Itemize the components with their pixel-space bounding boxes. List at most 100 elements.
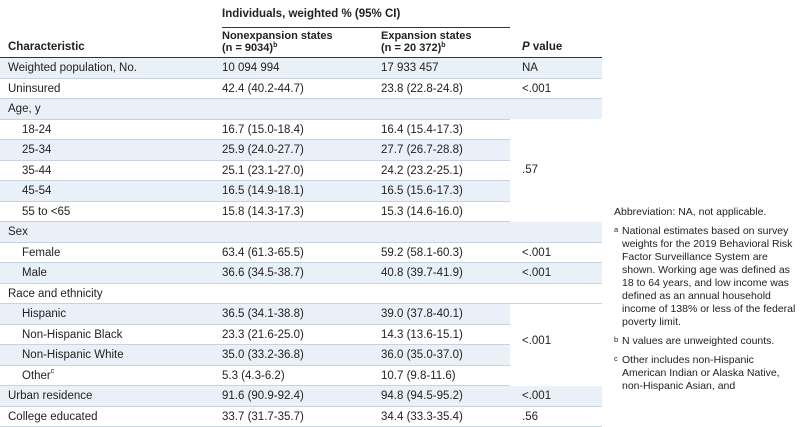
header-expansion: Expansion states (n = 20 372)b <box>381 30 471 54</box>
row-label: Sex <box>8 226 28 238</box>
p-value: <.001 <box>522 83 551 95</box>
footnote-c-text: Other includes non-Hispanic American Ind… <box>622 354 780 392</box>
table-row: Race and ethnicity <box>0 284 602 305</box>
row-label: Urban residence <box>8 390 92 402</box>
row-label: 18-24 <box>22 124 51 136</box>
expansion-value: 34.4 (33.3-35.4) <box>381 411 463 423</box>
nonexpansion-value: 42.4 (40.2-44.7) <box>222 83 304 95</box>
row-label-text: Uninsured <box>8 83 60 95</box>
expansion-value: 15.3 (14.6-16.0) <box>381 206 463 218</box>
row-label-text: Sex <box>8 226 28 238</box>
expansion-value: 27.7 (26.7-28.8) <box>381 144 463 156</box>
p-value: <.001 <box>522 247 551 259</box>
header-span-rule <box>222 27 510 28</box>
nonexpansion-value: 16.5 (14.9-18.1) <box>222 185 304 197</box>
nonexpansion-value: 25.9 (24.0-27.7) <box>222 144 304 156</box>
p-value: <.001 <box>522 267 551 279</box>
nonexpansion-value: 25.1 (23.1-27.0) <box>222 165 304 177</box>
expansion-value: 17 933 457 <box>381 62 439 74</box>
expansion-value: 14.3 (13.6-15.1) <box>381 329 463 341</box>
header-nonexpansion-line2: (n = 9034)b <box>222 42 333 54</box>
row-label-text: Non-Hispanic Black <box>22 329 122 341</box>
table-row: Age, y <box>0 99 602 120</box>
abbreviation-note: Abbreviation: NA, not applicable. <box>614 206 796 219</box>
nonexpansion-value: 5.3 (4.3-6.2) <box>222 370 285 382</box>
row-label: Non-Hispanic Black <box>22 329 122 341</box>
row-label: Hispanic <box>22 308 66 320</box>
row-label: Uninsured <box>8 83 60 95</box>
age-p-value: .57 <box>522 164 538 176</box>
row-label-text: Non-Hispanic White <box>22 349 124 361</box>
row-label: Weighted population, No. <box>8 62 137 74</box>
row-label-text: 45-54 <box>22 185 51 197</box>
header-p-italic: P <box>522 41 530 53</box>
row-label-text: Age, y <box>8 103 41 115</box>
p-value: .56 <box>522 411 538 423</box>
row-label-text: Other <box>22 370 51 382</box>
nonexpansion-value: 33.7 (31.7-35.7) <box>222 411 304 423</box>
table-row: Female 63.4 (61.3-65.5) 59.2 (58.1-60.3) <.… <box>0 243 602 264</box>
expansion-value: 59.2 (58.1-60.3) <box>381 247 463 259</box>
column-group-header: Individuals, weighted % (95% CI) <box>222 8 400 20</box>
footnote-a-text: National estimates based on survey weigh… <box>622 225 795 328</box>
row-label: 25-34 <box>22 144 51 156</box>
footnote-c-marker: c <box>614 352 618 365</box>
nonexpansion-value: 36.6 (34.5-38.7) <box>222 267 304 279</box>
expansion-value: 40.8 (39.7-41.9) <box>381 267 463 279</box>
row-label: Otherc <box>22 370 54 382</box>
nonexpansion-value: 91.6 (90.9-92.4) <box>222 390 304 402</box>
footnote-b-marker: b <box>614 333 618 346</box>
row-label: College educated <box>8 411 98 423</box>
race-p-value: <.001 <box>522 335 551 347</box>
expansion-value: 94.8 (94.5-95.2) <box>381 390 463 402</box>
row-label: 45-54 <box>22 185 51 197</box>
row-label-text: College educated <box>8 411 98 423</box>
row-label-text: 18-24 <box>22 124 51 136</box>
footnote-b: b N values are unweighted counts. <box>614 335 796 348</box>
table-row: College educated 33.7 (31.7-35.7) 34.4 (33… <box>0 407 602 427</box>
expansion-value: 39.0 (37.8-40.1) <box>381 308 463 320</box>
header-p-value: P value <box>522 41 562 53</box>
header-characteristic: Characteristic <box>8 41 85 53</box>
row-label: Non-Hispanic White <box>22 349 124 361</box>
row-label-text: Female <box>22 247 60 259</box>
header-expansion-n: (n = 20 372) <box>381 42 441 54</box>
nonexpansion-value: 16.7 (15.0-18.4) <box>222 124 304 136</box>
footnote-c: c Other includes non-Hispanic American In… <box>614 354 796 393</box>
nonexpansion-value: 63.4 (61.3-65.5) <box>222 247 304 259</box>
footnote-b-text: N values are unweighted counts. <box>622 335 774 347</box>
footnote-ref: b <box>273 42 277 49</box>
row-label: Race and ethnicity <box>8 288 103 300</box>
expansion-value: 16.4 (15.4-17.3) <box>381 124 463 136</box>
row-label: Age, y <box>8 103 41 115</box>
table-row: Sex <box>0 222 602 243</box>
row-label-text: 25-34 <box>22 144 51 156</box>
expansion-value: 16.5 (15.6-17.3) <box>381 185 463 197</box>
row-label-text: Race and ethnicity <box>8 288 103 300</box>
row-label: Female <box>22 247 60 259</box>
row-label-text: 35-44 <box>22 165 51 177</box>
header-nonexpansion-line1: Nonexpansion states <box>222 30 333 42</box>
row-label-text: Male <box>22 267 47 279</box>
row-label-text: Urban residence <box>8 390 92 402</box>
expansion-value: 36.0 (35.0-37.0) <box>381 349 463 361</box>
p-value: <.001 <box>522 390 551 402</box>
table-row: Male 36.6 (34.5-38.7) 40.8 (39.7-41.9) <.00… <box>0 263 602 284</box>
row-label: 35-44 <box>22 165 51 177</box>
table-row: Urban residence 91.6 (90.9-92.4) 94.8 (94.… <box>0 386 602 407</box>
nonexpansion-value: 15.8 (14.3-17.3) <box>222 206 304 218</box>
expansion-value: 23.8 (22.8-24.8) <box>381 83 463 95</box>
expansion-value: 10.7 (9.8-11.6) <box>381 370 456 382</box>
header-expansion-line1: Expansion states <box>381 30 471 42</box>
nonexpansion-value: 35.0 (33.2-36.8) <box>222 349 304 361</box>
table-row: Uninsured 42.4 (40.2-44.7) 23.8 (22.8-24.8… <box>0 79 602 100</box>
nonexpansion-value: 23.3 (21.6-25.0) <box>222 329 304 341</box>
header-nonexpansion-n: (n = 9034) <box>222 42 273 54</box>
header-expansion-line2: (n = 20 372)b <box>381 42 471 54</box>
header-p-rest: value <box>530 41 563 53</box>
row-label-text: Weighted population, No. <box>8 62 137 74</box>
